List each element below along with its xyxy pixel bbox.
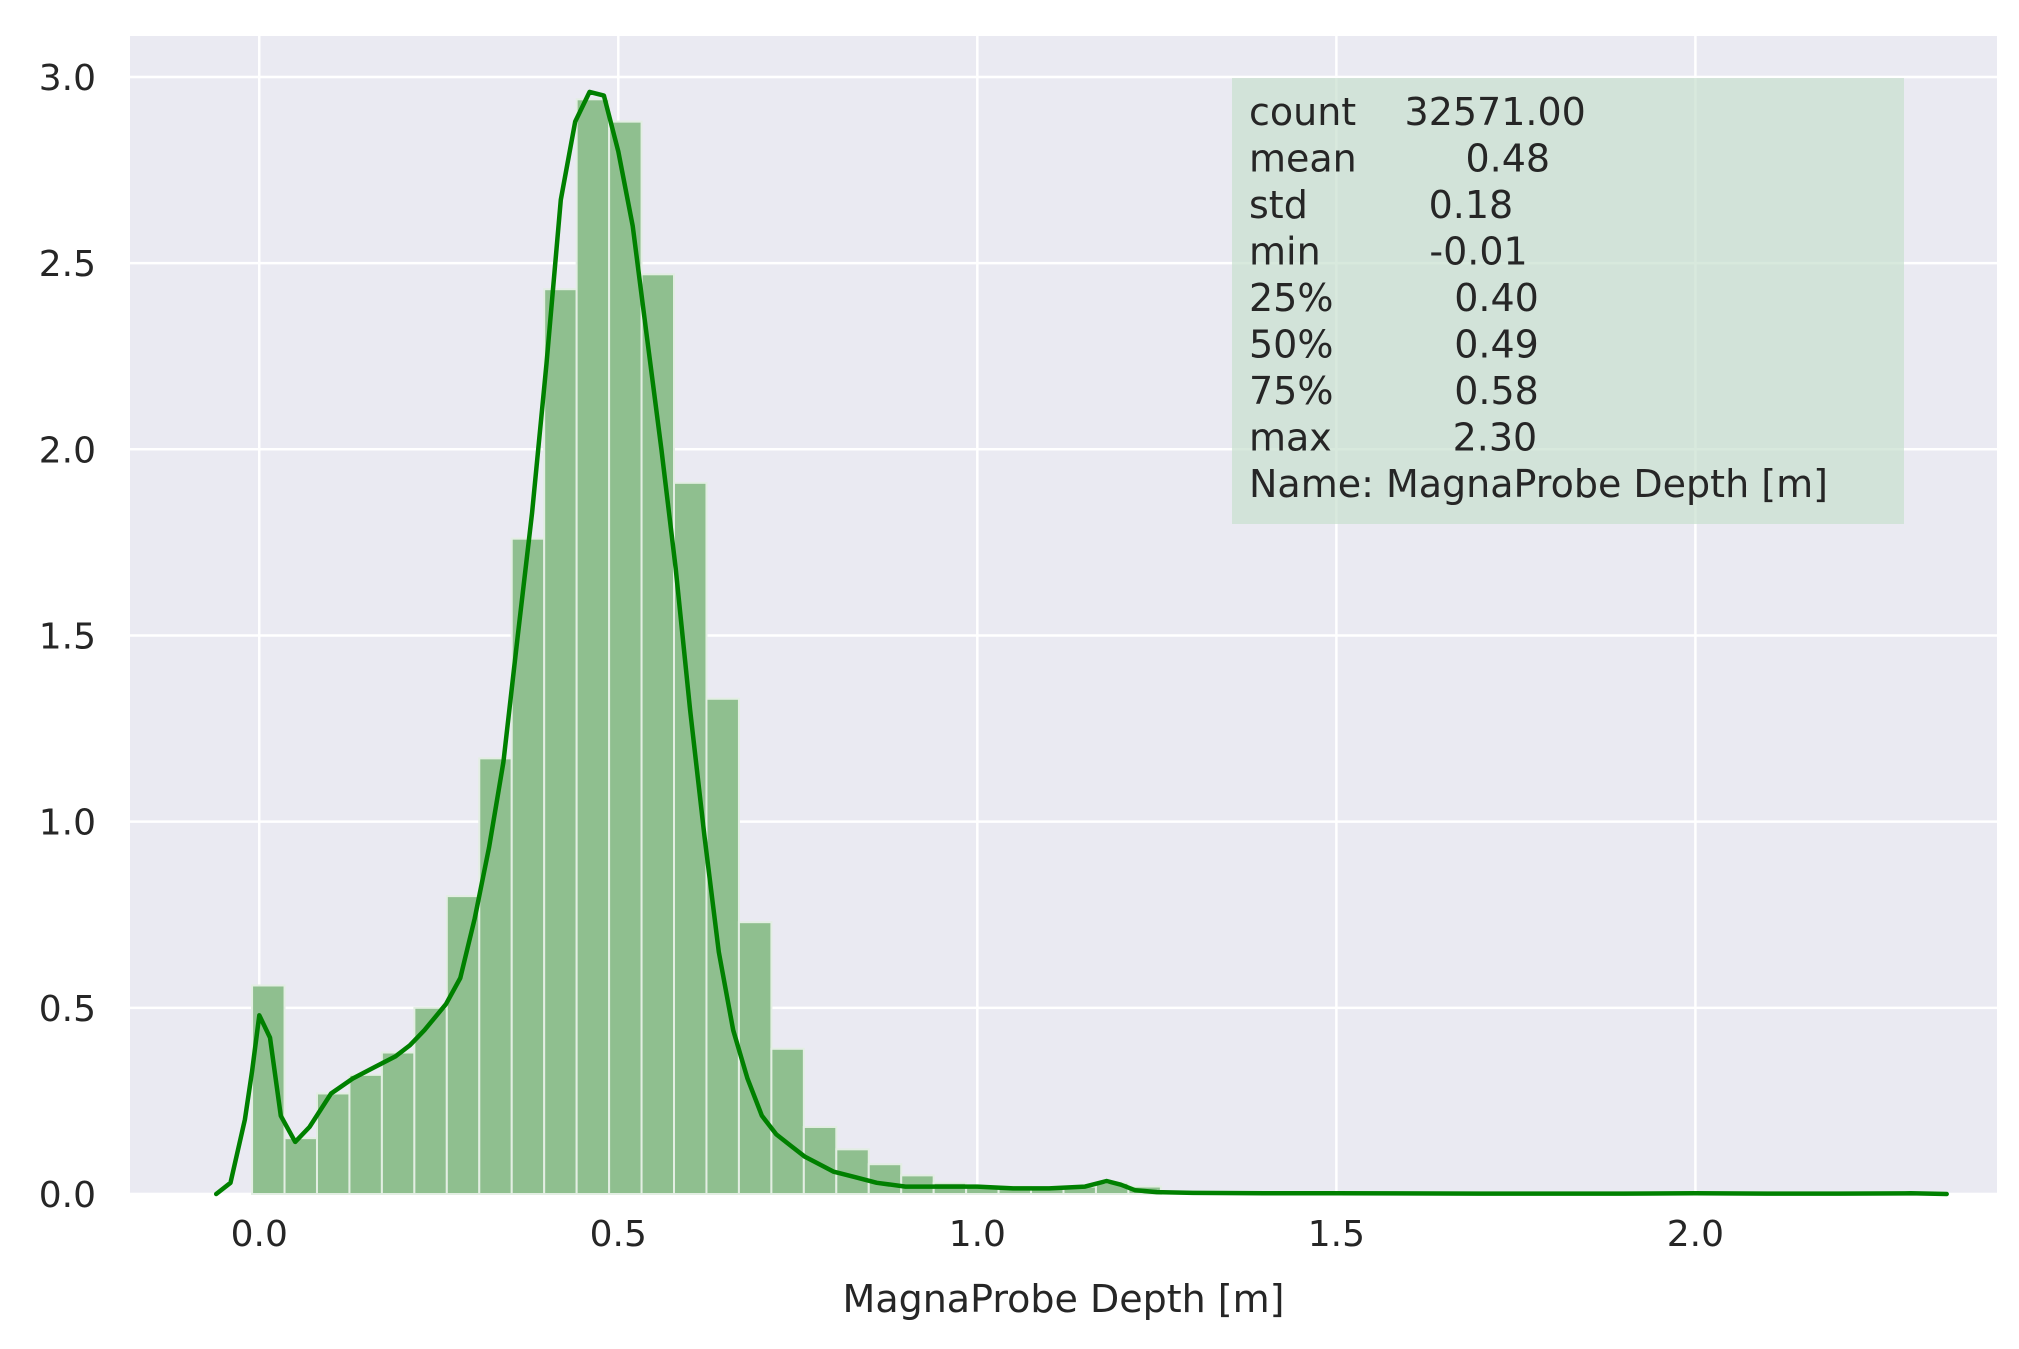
stats-line: std 0.18 — [1249, 183, 1513, 227]
histogram-bar — [283, 1137, 318, 1196]
y-tick-label: 3.0 — [39, 58, 96, 99]
histogram-bar — [380, 1051, 416, 1196]
histogram-bar — [770, 1047, 805, 1195]
kde-line — [213, 89, 1949, 1197]
y-tick-label: 0.5 — [39, 989, 96, 1030]
histogram-bar — [478, 757, 513, 1195]
y-tick-label: 1.0 — [39, 803, 96, 844]
y-tick-label: 0.0 — [39, 1175, 96, 1216]
stats-line: Name: MagnaProbe Depth [m] — [1249, 462, 1828, 506]
x-axis-ticks: 0.0 0.5 1.0 1.5 2.0 — [231, 1214, 1724, 1255]
x-tick-label: 2.0 — [1667, 1214, 1724, 1255]
stats-line: 25% 0.40 — [1249, 276, 1539, 320]
histogram-bar — [348, 1073, 383, 1195]
x-tick-label: 1.0 — [949, 1214, 1006, 1255]
stats-line: 50% 0.49 — [1249, 323, 1539, 367]
x-tick-label: 0.0 — [231, 1214, 288, 1255]
stats-line: 75% 0.58 — [1249, 369, 1539, 413]
stats-line: mean 0.48 — [1249, 137, 1550, 181]
stats-line: max 2.30 — [1249, 416, 1537, 460]
histogram-bar — [705, 697, 740, 1195]
y-axis-ticks: 0.0 0.5 1.0 1.5 2.0 2.5 3.0 — [39, 58, 96, 1216]
histogram-bar — [575, 98, 611, 1195]
histogram-bar — [867, 1163, 903, 1195]
histogram-bar — [445, 895, 481, 1195]
histogram-bar — [737, 921, 773, 1196]
kde-curve-group — [213, 89, 1949, 1197]
y-tick-label: 1.5 — [39, 616, 96, 657]
histogram-bar — [413, 1006, 448, 1195]
stats-line: count 32571.00 — [1249, 90, 1586, 134]
x-axis-label: MagnaProbe Depth [m] — [843, 1277, 1285, 1321]
y-tick-label: 2.0 — [39, 430, 96, 471]
x-tick-label: 0.5 — [590, 1214, 647, 1255]
histogram-bar — [543, 288, 578, 1195]
stats-box-background — [1232, 78, 1904, 524]
x-tick-label: 1.5 — [1308, 1214, 1365, 1255]
histogram-bar — [608, 120, 643, 1195]
stats-line: min -0.01 — [1249, 230, 1528, 274]
y-tick-label: 2.5 — [39, 244, 96, 285]
